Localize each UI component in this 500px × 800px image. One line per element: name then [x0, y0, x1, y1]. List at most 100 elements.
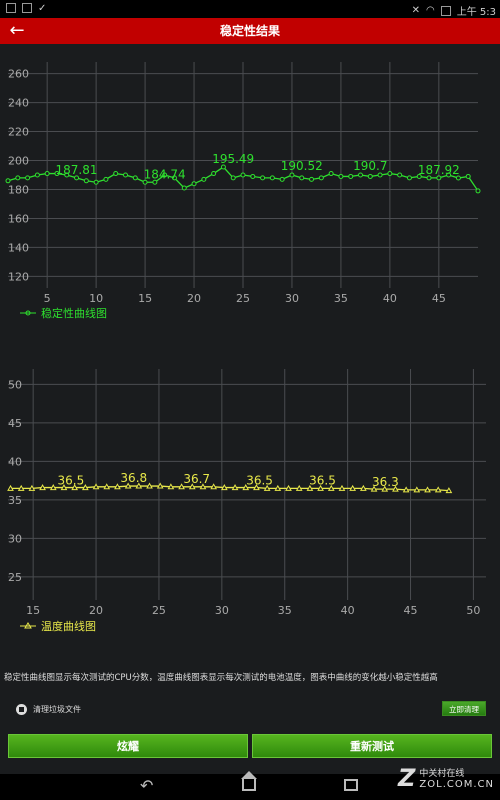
data-point [231, 484, 239, 491]
x-tick-label: 45 [432, 292, 446, 305]
temperature-legend: 温度曲线图 [20, 619, 96, 633]
data-point [201, 176, 207, 182]
x-tick-label: 45 [404, 604, 418, 617]
data-point [178, 483, 185, 490]
data-point [71, 484, 79, 491]
data-label: 36.5 [58, 473, 85, 487]
data-point [124, 482, 132, 489]
data-point [5, 178, 11, 184]
data-label: 190.7 [353, 159, 387, 173]
data-point [349, 484, 357, 491]
data-point [318, 175, 324, 181]
zol-logo-icon: Z [398, 764, 416, 792]
x-tick-label: 10 [89, 292, 103, 305]
data-point [113, 171, 119, 177]
data-label: 195.49 [212, 152, 254, 166]
data-point [44, 171, 50, 177]
data-label: 36.5 [246, 473, 273, 487]
data-point [191, 181, 197, 187]
data-point [381, 485, 389, 492]
data-point [167, 483, 175, 490]
x-tick-label: 25 [236, 292, 250, 305]
data-point [60, 484, 68, 491]
status-bar: ✓ ✕ ◠ 上午 5:3 [0, 0, 500, 18]
y-tick-label: 50 [8, 378, 22, 391]
data-point [199, 483, 207, 490]
data-point [221, 484, 228, 491]
data-point [142, 179, 148, 185]
nav-home-icon[interactable] [241, 771, 257, 791]
y-tick-label: 40 [8, 455, 22, 468]
data-point [240, 172, 246, 178]
data-point [348, 173, 354, 179]
data-label: 184.74 [144, 168, 186, 182]
data-point [156, 482, 164, 489]
share-button[interactable]: 炫耀 [8, 734, 248, 758]
data-point [285, 484, 292, 491]
temperature-chart: 25 30 35 40 45 50 15 20 25 30 35 40 45 50 36.5 36.8 36.7… [7, 369, 486, 617]
navigation-bar: ↶ [0, 771, 500, 800]
data-point [446, 172, 452, 178]
y-tick-label: 200 [8, 155, 29, 168]
data-point [82, 484, 89, 491]
clean-junk-label: 清理垃圾文件 [33, 705, 81, 714]
data-point [253, 484, 260, 491]
data-point [360, 484, 367, 491]
data-label: 187.81 [56, 163, 98, 177]
data-point [289, 172, 295, 178]
battery-icon [440, 5, 451, 16]
data-point [358, 172, 363, 178]
x-tick-label: 35 [278, 604, 292, 617]
data-point [211, 171, 217, 177]
data-point [370, 485, 378, 492]
data-point [146, 482, 153, 489]
data-point [93, 179, 99, 185]
data-point [445, 487, 453, 494]
y-tick-label: 30 [8, 532, 22, 545]
data-point [402, 486, 410, 493]
retest-button[interactable]: 重新测试 [252, 734, 492, 758]
data-point [188, 483, 196, 490]
y-tick-label: 180 [8, 183, 29, 196]
data-label: 36.5 [309, 473, 336, 487]
x-tick-label: 15 [26, 604, 40, 617]
y-tick-label: 160 [8, 212, 29, 225]
x-tick-label: 20 [187, 292, 201, 305]
data-point [406, 175, 412, 181]
data-point [279, 176, 285, 182]
back-arrow-icon[interactable]: ← [9, 20, 25, 41]
data-point [64, 172, 70, 178]
y-tick-label: 120 [8, 270, 29, 283]
nav-back-icon[interactable]: ↶ [140, 776, 154, 795]
status-time: 上午 5:3 [456, 7, 496, 18]
data-point [103, 176, 109, 182]
data-point [83, 178, 89, 184]
y-tick-label: 240 [8, 97, 29, 110]
trash-icon [16, 704, 27, 715]
data-point [114, 483, 121, 490]
data-point [7, 484, 14, 491]
data-point [103, 483, 111, 490]
data-point [74, 175, 80, 181]
clean-now-button[interactable]: 立即清理 [442, 701, 486, 716]
x-tick-label: 5 [44, 292, 51, 305]
x-tick-label: 35 [334, 292, 348, 305]
data-point [416, 173, 422, 179]
y-tick-label: 260 [8, 68, 29, 81]
watermark-cn: 中关村在线 [419, 769, 465, 779]
data-point [152, 179, 158, 185]
stability-legend: 稳定性曲线图 [20, 306, 107, 320]
data-point [367, 173, 373, 179]
data-point [338, 173, 344, 179]
check-icon: ✓ [38, 3, 47, 14]
data-point [455, 175, 461, 181]
mute-icon: ✕ [411, 5, 420, 16]
data-point [426, 175, 432, 181]
clean-junk-row: 清理垃圾文件 [16, 704, 81, 715]
data-point [171, 175, 177, 181]
data-point [317, 484, 324, 491]
nav-recent-apps-icon[interactable] [344, 779, 358, 791]
y-tick-label: 35 [8, 494, 22, 507]
chart-description: 稳定性曲线图显示每次测试的CPU分数，温度曲线图表显示每次测试的电池温度，图表中… [4, 673, 438, 683]
x-tick-label: 15 [138, 292, 152, 305]
